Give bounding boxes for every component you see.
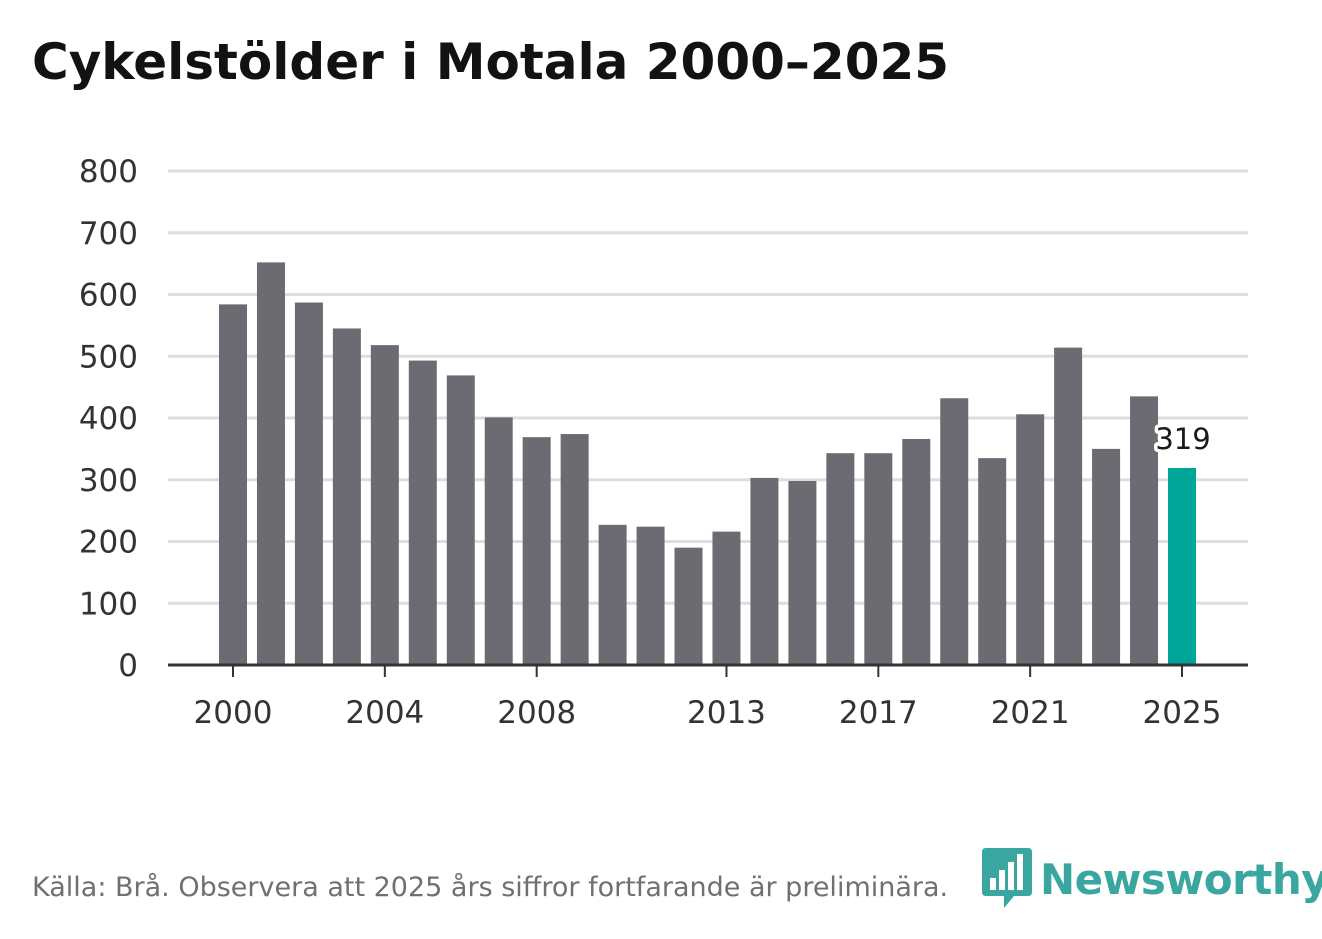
x-tick-label-2013: 2013 (687, 695, 766, 731)
bar-2010 (598, 524, 627, 665)
y-tick-label-500: 500 (79, 339, 138, 375)
axes (168, 663, 1248, 677)
bar-2025 (1168, 468, 1196, 665)
bar-2018 (902, 438, 931, 665)
bar-2001 (256, 262, 285, 665)
y-tick-label-400: 400 (79, 401, 138, 437)
bar-2019 (940, 398, 969, 665)
y-tick-label-600: 600 (79, 278, 138, 314)
bar-2005 (408, 360, 437, 665)
x-tick-label-2017: 2017 (839, 695, 918, 731)
bar-2024 (1130, 396, 1159, 665)
source-note: Källa: Brå. Observera att 2025 års siffr… (32, 872, 949, 903)
y-tick-label-100: 100 (79, 586, 138, 622)
labels: 0 100 200 300 400 500 600 700 800 2000 2004 2008 201… (79, 154, 1222, 731)
brand-logo[interactable]: Newsworthy (982, 848, 1322, 910)
bar-2022 (1054, 347, 1083, 665)
bar-2020 (978, 458, 1007, 665)
bar-2013 (712, 531, 741, 665)
logo-speech-bubble (982, 848, 1032, 908)
bar-2011 (636, 526, 665, 665)
x-tick-label-2021: 2021 (991, 695, 1070, 731)
x-tick-label-2008: 2008 (497, 695, 576, 731)
bar-2009 (560, 434, 589, 665)
chart-title: Cykelstölder i Motala 2000–2025 (32, 33, 950, 91)
bars (219, 262, 1196, 665)
bar-2016 (826, 453, 855, 665)
logo-bar-4 (1017, 854, 1023, 890)
bar-2015 (788, 480, 817, 665)
x-tick-label-2000: 2000 (194, 695, 273, 731)
bar-2023 (1092, 448, 1121, 665)
bar-2000 (219, 304, 247, 665)
bar-2004 (370, 345, 399, 665)
y-tick-label-800: 800 (79, 154, 138, 190)
x-tick-label-2025: 2025 (1143, 695, 1222, 731)
bar-2021 (1016, 414, 1045, 665)
bar-2006 (446, 375, 475, 665)
brand-name: Newsworthy (1040, 854, 1322, 904)
bar-2012 (674, 547, 703, 665)
newsworthy-logo-icon (982, 848, 1032, 908)
bar-2014 (750, 477, 779, 665)
gridlines (168, 169, 1248, 605)
bar-2007 (484, 417, 513, 665)
y-tick-label-0: 0 (118, 648, 138, 684)
bar-2008 (522, 437, 551, 665)
logo-bar-1 (990, 878, 996, 890)
bar-2002 (294, 302, 323, 665)
x-tick-label-2004: 2004 (345, 695, 424, 731)
data-label-2025: 319 (1155, 422, 1210, 456)
logo-bar-3 (1008, 862, 1014, 890)
y-tick-label-300: 300 (79, 463, 138, 499)
logo-bar-2 (999, 870, 1005, 890)
bar-2003 (332, 328, 361, 665)
y-tick-label-700: 700 (79, 216, 138, 252)
y-tick-label-200: 200 (79, 525, 138, 561)
bar-2017 (864, 453, 893, 665)
